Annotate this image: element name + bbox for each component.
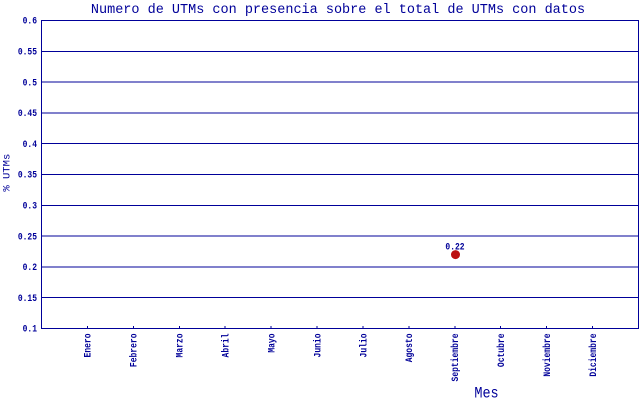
svg-text:Abril: Abril — [220, 333, 232, 357]
svg-text:0.55: 0.55 — [18, 46, 38, 58]
svg-text:0.35: 0.35 — [18, 169, 38, 181]
svg-text:Enero: Enero — [82, 333, 94, 357]
svg-text:0.2: 0.2 — [23, 261, 38, 273]
svg-text:Septiembre: Septiembre — [449, 333, 461, 381]
svg-text:Mayo: Mayo — [265, 333, 277, 353]
svg-text:Febrero: Febrero — [128, 333, 140, 367]
svg-text:0.5: 0.5 — [23, 76, 38, 88]
svg-text:Numero de UTMs con presencia s: Numero de UTMs con presencia sobre el to… — [91, 3, 585, 18]
svg-text:0.1: 0.1 — [23, 323, 38, 335]
svg-text:Noviembre: Noviembre — [541, 333, 553, 377]
svg-text:0.15: 0.15 — [18, 292, 38, 304]
svg-text:Marzo: Marzo — [174, 333, 186, 357]
svg-text:0.22: 0.22 — [445, 241, 465, 253]
svg-text:Diciembre: Diciembre — [587, 333, 599, 377]
svg-text:0.25: 0.25 — [18, 230, 38, 242]
svg-text:% UTMs: % UTMs — [2, 154, 14, 192]
svg-text:0.3: 0.3 — [23, 200, 38, 212]
svg-text:0.4: 0.4 — [23, 138, 38, 150]
svg-text:Agosto: Agosto — [403, 333, 415, 362]
svg-text:0.6: 0.6 — [23, 15, 38, 27]
svg-text:Junio: Junio — [311, 333, 323, 357]
svg-text:Mes: Mes — [474, 386, 498, 400]
svg-text:Octubre: Octubre — [495, 333, 507, 367]
svg-text:0.45: 0.45 — [18, 107, 38, 119]
svg-text:Julio: Julio — [357, 333, 369, 357]
